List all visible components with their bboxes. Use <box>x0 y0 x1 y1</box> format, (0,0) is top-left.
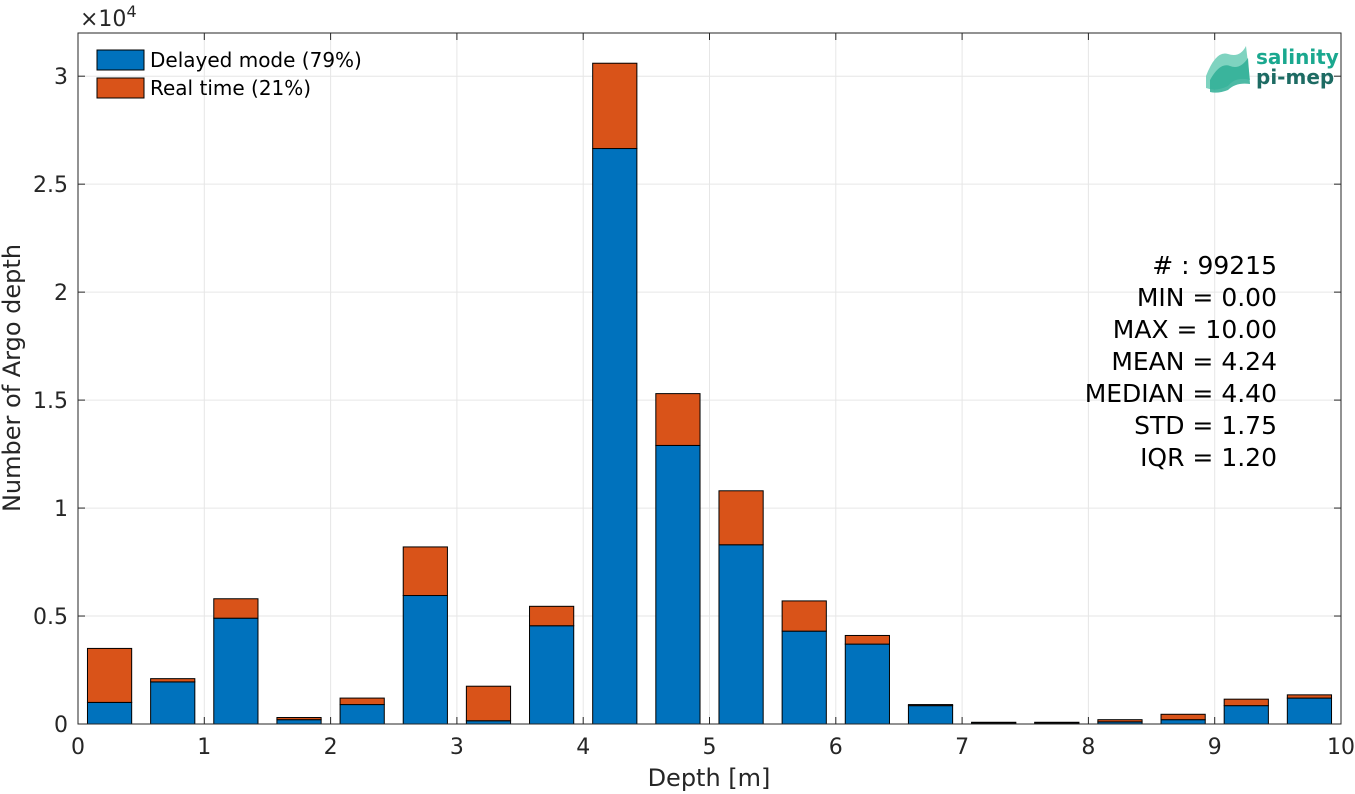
bar-delayed-mode <box>655 444 701 725</box>
bar-real-time <box>718 490 764 546</box>
bar-delayed-mode <box>718 544 764 725</box>
stats-box: # : 99215 MIN = 0.00 MAX = 10.00 MEAN = 4.2… <box>1085 251 1277 472</box>
bar-real-time <box>1160 713 1206 721</box>
bar-real-time <box>150 678 196 683</box>
bar-delayed-mode <box>1160 719 1206 725</box>
stats-line: MEAN = 4.24 <box>1111 347 1277 376</box>
bar-real-time <box>971 721 1017 724</box>
legend-label: Real time (21%) <box>150 76 311 100</box>
bar-delayed-mode <box>402 595 448 725</box>
legend-swatch <box>96 49 145 71</box>
bar-real-time <box>213 598 259 619</box>
bar-real-time <box>1286 694 1333 699</box>
legend-swatch <box>96 77 145 99</box>
bar-delayed-mode <box>86 701 133 725</box>
bar-real-time <box>465 685 512 722</box>
legend-label: Delayed mode (79%) <box>150 48 362 72</box>
bar-real-time <box>907 704 954 707</box>
y-tick-label: 1 <box>54 497 68 522</box>
x-axis-label: Depth [m] <box>648 764 771 792</box>
bars <box>86 62 1333 725</box>
y-axis-label: Number of Argo depth <box>0 244 26 512</box>
bar-real-time <box>1097 719 1143 723</box>
bar-delayed-mode <box>276 719 322 725</box>
x-tick-label: 7 <box>955 735 969 760</box>
x-tick-label: 6 <box>829 735 843 760</box>
svg-text:pi-mep: pi-mep <box>1256 65 1334 89</box>
bar-real-time <box>339 697 385 706</box>
y-tick-label: 2 <box>54 281 68 306</box>
y-exponent-label: ×104 <box>80 2 137 32</box>
stats-line: # : 99215 <box>1152 251 1277 280</box>
x-tick-label: 2 <box>324 735 338 760</box>
x-tick-label: 3 <box>450 735 464 760</box>
bar-real-time <box>402 546 448 597</box>
bar-real-time <box>592 62 638 150</box>
x-tick-label: 5 <box>703 735 717 760</box>
bar-delayed-mode <box>844 643 890 725</box>
y-tick-label: 0 <box>54 713 68 738</box>
bar-real-time <box>1034 721 1080 724</box>
x-tick-label: 10 <box>1327 735 1355 760</box>
y-axis-ticks: 0 0.5 1 1.5 2 2.5 3 <box>33 65 1341 738</box>
y-tick-label: 3 <box>54 65 68 90</box>
bar-delayed-mode <box>1286 697 1333 725</box>
x-tick-label: 4 <box>576 735 590 760</box>
bar-real-time <box>1223 698 1269 707</box>
bar-real-time <box>655 393 701 446</box>
bar-real-time <box>276 717 322 721</box>
x-tick-label: 9 <box>1208 735 1222 760</box>
bar-real-time <box>529 605 575 627</box>
bar-delayed-mode <box>1223 705 1269 725</box>
bar-real-time <box>86 647 133 703</box>
bar-delayed-mode <box>529 625 575 725</box>
x-tick-label: 8 <box>1081 735 1095 760</box>
y-tick-label: 0.5 <box>33 605 68 630</box>
bar-real-time <box>844 634 890 645</box>
y-tick-label: 2.5 <box>33 173 68 198</box>
x-axis-ticks: 0 1 2 3 4 5 6 7 8 9 10 <box>71 33 1355 760</box>
svg-text:salinity: salinity <box>1256 45 1339 69</box>
x-tick-label: 1 <box>197 735 211 760</box>
bar-delayed-mode <box>781 630 827 725</box>
legend: Delayed mode (79%) Real time (21%) <box>96 48 362 100</box>
stats-line: STD = 1.75 <box>1134 411 1277 440</box>
stats-line: MEDIAN = 4.40 <box>1085 379 1277 408</box>
x-tick-label: 0 <box>71 735 85 760</box>
bar-delayed-mode <box>907 705 954 725</box>
y-tick-label: 1.5 <box>33 389 68 414</box>
salinity-pi-mep-logo: salinity pi-mep <box>1206 45 1339 93</box>
stats-line: IQR = 1.20 <box>1140 443 1277 472</box>
stats-line: MIN = 0.00 <box>1137 283 1277 312</box>
bar-delayed-mode <box>213 617 259 725</box>
stats-line: MAX = 10.00 <box>1113 315 1277 344</box>
bar-delayed-mode <box>150 681 196 725</box>
bar-delayed-mode <box>339 704 385 725</box>
bar-real-time <box>781 600 827 632</box>
bar-delayed-mode <box>592 148 638 725</box>
